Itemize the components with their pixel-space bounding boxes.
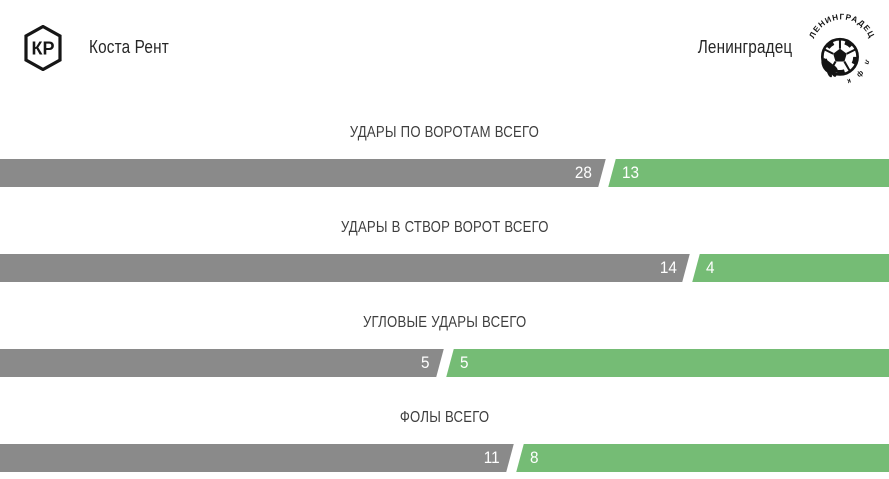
stat-title-text: УГЛОВЫЕ УДАРЫ ВСЕГО bbox=[362, 314, 527, 331]
stat-row: ФОЛЫ ВСЕГО 11 8 bbox=[0, 409, 889, 472]
stat-comparison-bar: 11 8 bbox=[0, 444, 889, 472]
soccer-ball-icon bbox=[820, 37, 859, 77]
home-bar-segment: 11 bbox=[0, 444, 515, 472]
away-stat-value: 5 bbox=[459, 353, 469, 372]
away-stat-value: 8 bbox=[529, 448, 539, 467]
away-stat-value: 4 bbox=[706, 258, 715, 277]
home-bar-segment: 14 bbox=[0, 254, 692, 282]
stat-comparison-bar: 5 5 bbox=[0, 349, 889, 377]
home-stat-value: 14 bbox=[659, 258, 677, 277]
home-team: КР Коста Рент bbox=[24, 24, 183, 71]
away-logo-arc-text: ЛЕНИНГРАДЕЦ bbox=[808, 12, 875, 39]
home-stat-value: 5 bbox=[420, 353, 430, 372]
home-bar-segment: 28 bbox=[0, 159, 608, 187]
stat-title: ФОЛЫ ВСЕГО bbox=[0, 409, 889, 426]
stat-title-text: ФОЛЫ ВСЕГО bbox=[399, 409, 490, 426]
stat-title-text: УДАРЫ ПО ВОРОТАМ ВСЕГО bbox=[349, 124, 540, 141]
home-stat-value: 11 bbox=[483, 448, 500, 467]
away-bar-segment: 13 bbox=[607, 159, 889, 187]
away-team: Ленинградец ЛЕНИНГРАДЕЦ bbox=[681, 8, 876, 88]
home-stat-value: 28 bbox=[575, 163, 593, 182]
stat-row: УГЛОВЫЕ УДАРЫ ВСЕГО 5 5 bbox=[0, 314, 889, 377]
home-team-name: Коста Рент bbox=[89, 37, 169, 57]
stat-row: УДАРЫ ПО ВОРОТАМ ВСЕГО 28 13 bbox=[0, 124, 889, 187]
stat-title: УДАРЫ ПО ВОРОТАМ ВСЕГО bbox=[0, 124, 889, 141]
away-bar-segment: 4 bbox=[691, 254, 889, 282]
away-bar-segment: 5 bbox=[444, 349, 889, 377]
match-header: КР Коста Рент Ленинградец ЛЕНИНГРАДЕЦ bbox=[0, 0, 889, 95]
stat-comparison-bar: 28 13 bbox=[0, 159, 889, 187]
away-bar-segment: 8 bbox=[514, 444, 889, 472]
stat-title: УДАРЫ В СТВОР ВОРОТ ВСЕГО bbox=[0, 219, 889, 236]
svg-text:ЛЕНИНГРАДЕЦ: ЛЕНИНГРАДЕЦ bbox=[808, 12, 876, 39]
home-monogram-text: КР bbox=[32, 38, 55, 58]
away-team-name: Ленинградец bbox=[697, 37, 792, 57]
home-team-logo-icon: КР bbox=[24, 24, 62, 71]
stat-title-text: УДАРЫ В СТВОР ВОРОТ ВСЕГО bbox=[340, 219, 549, 236]
stat-row: УДАРЫ В СТВОР ВОРОТ ВСЕГО 14 4 bbox=[0, 219, 889, 282]
home-bar-segment: 5 bbox=[0, 349, 445, 377]
stats-list: УДАРЫ ПО ВОРОТАМ ВСЕГО 28 13 УДАРЫ В СТВ… bbox=[0, 124, 889, 472]
stat-comparison-bar: 14 4 bbox=[0, 254, 889, 282]
away-stat-value: 13 bbox=[622, 163, 640, 182]
away-team-logo-icon: ЛЕНИНГРАДЕЦ bbox=[808, 8, 876, 88]
stat-title: УГЛОВЫЕ УДАРЫ ВСЕГО bbox=[0, 314, 889, 331]
